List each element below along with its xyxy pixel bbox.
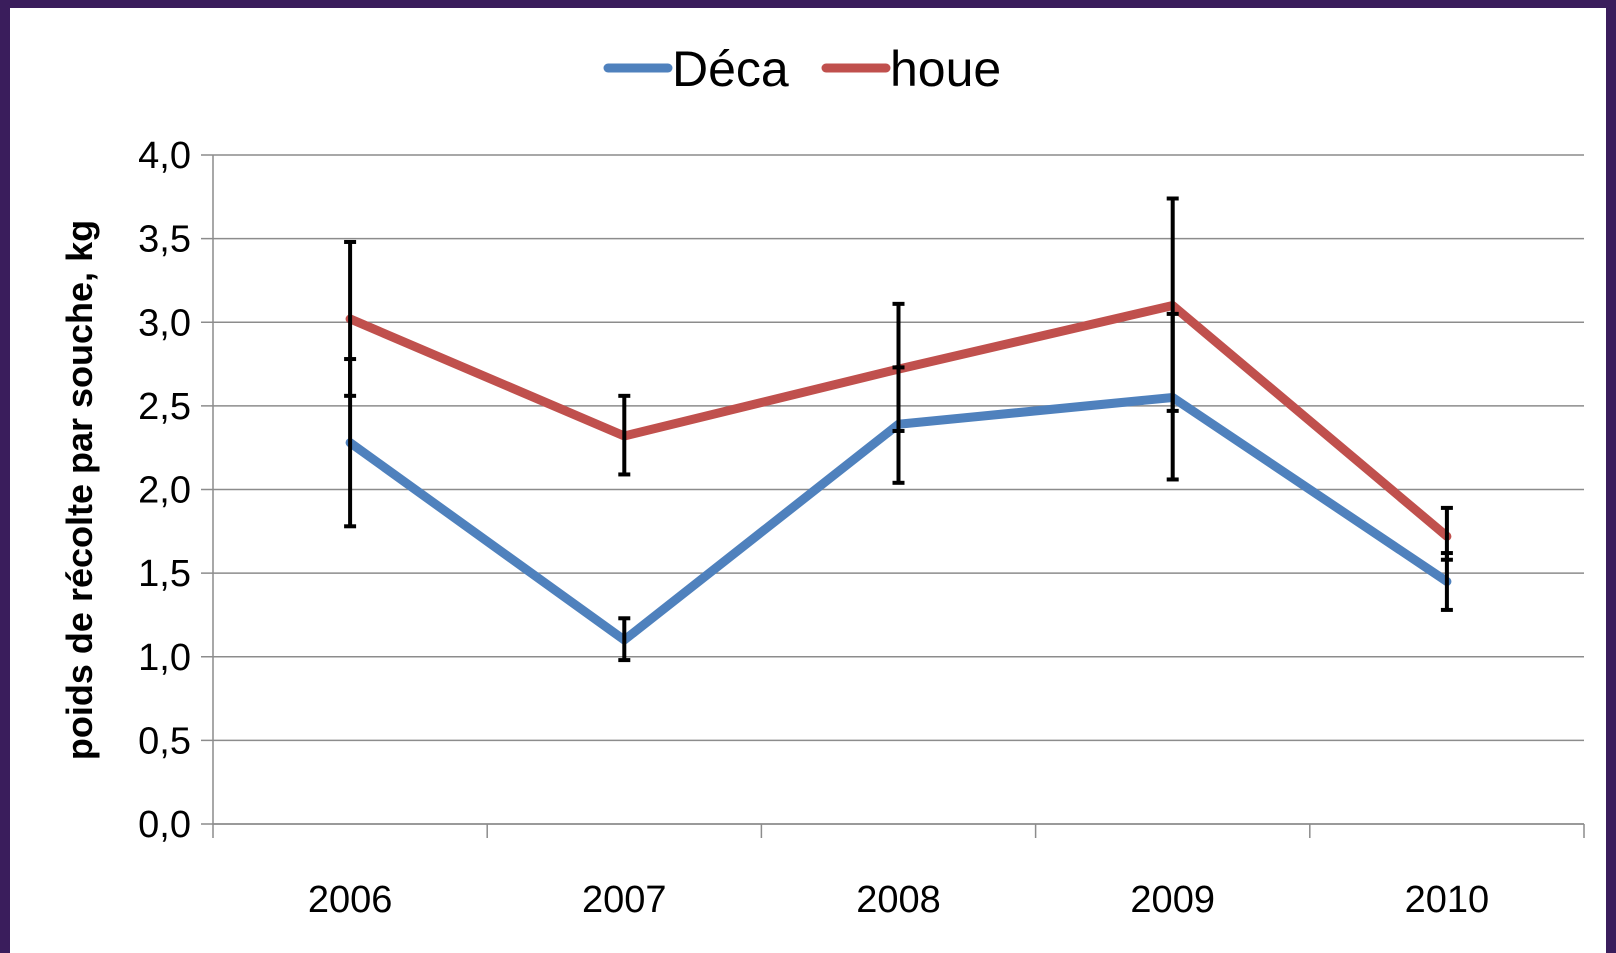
x-tick-label: 2009 xyxy=(1130,879,1215,921)
error-bar xyxy=(1440,505,1453,562)
axes xyxy=(212,155,1585,838)
y-tick-label: 0,0 xyxy=(138,804,191,846)
y-tick-labels: 0,0 0,5 1,0 1,5 2,0 2,5 3,0 3,5 4,0 xyxy=(138,135,191,846)
y-axis-title: poids de récolte par souche, kg xyxy=(59,220,100,760)
x-tick-label: 2006 xyxy=(308,879,393,921)
y-tick-label: 4,0 xyxy=(138,135,191,177)
y-tick-label: 1,0 xyxy=(138,637,191,679)
error-bar xyxy=(618,393,631,477)
error-bar xyxy=(1166,196,1179,413)
legend: Déca houe xyxy=(603,41,1001,97)
y-tick-label: 3,5 xyxy=(138,219,191,261)
legend-label: houe xyxy=(890,41,1001,97)
x-tick-label: 2010 xyxy=(1405,879,1490,921)
chart-panel xyxy=(10,8,1606,953)
error-bar xyxy=(618,616,631,663)
y-tick-label: 0,5 xyxy=(138,720,191,762)
y-tick-label: 3,0 xyxy=(138,302,191,344)
y-tick-label: 2,0 xyxy=(138,470,191,512)
y-tick-label: 1,5 xyxy=(138,553,191,595)
x-tick-label: 2007 xyxy=(582,879,667,921)
error-bars xyxy=(344,196,1453,663)
error-bar xyxy=(892,301,905,433)
y-tick-label: 2,5 xyxy=(138,386,191,428)
x-tick-label: 2008 xyxy=(856,879,941,921)
legend-label: Déca xyxy=(672,41,789,97)
error-bar xyxy=(344,239,357,398)
x-tick-labels: 2006 2007 2008 2009 2010 xyxy=(308,879,1489,921)
